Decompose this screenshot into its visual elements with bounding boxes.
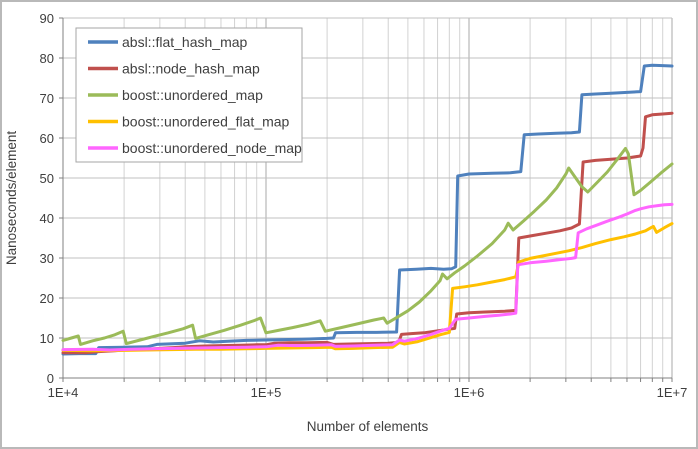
legend-item: absl::node_hash_map bbox=[88, 61, 260, 77]
y-tick-label: 60 bbox=[40, 131, 54, 146]
legend-item: boost::unordered_map bbox=[88, 87, 263, 103]
x-tick-label: 1E+4 bbox=[48, 385, 79, 400]
y-tick-label: 50 bbox=[40, 171, 54, 186]
y-tick-label: 70 bbox=[40, 91, 54, 106]
y-tick-label: 0 bbox=[47, 371, 54, 386]
series-line-absl-node-hash-map bbox=[61, 111, 674, 355]
x-tick-label: 1E+7 bbox=[657, 385, 688, 400]
x-tick-label: 1E+5 bbox=[251, 385, 282, 400]
y-tick-label: 30 bbox=[40, 251, 54, 266]
y-axis-title: Nanoseconds/element bbox=[4, 131, 19, 266]
legend-item: absl::flat_hash_map bbox=[88, 34, 248, 50]
legend-label: boost::unordered_node_map bbox=[122, 140, 302, 156]
y-tick-label: 10 bbox=[40, 331, 54, 346]
legend-item: boost::unordered_flat_map bbox=[88, 114, 290, 130]
legend: absl::flat_hash_mapabsl::node_hash_mapbo… bbox=[75, 27, 303, 163]
y-tick-label: 80 bbox=[40, 51, 54, 66]
y-tick-label: 20 bbox=[40, 291, 54, 306]
x-tick-label: 1E+6 bbox=[454, 385, 485, 400]
legend-label: boost::unordered_map bbox=[122, 87, 263, 103]
legend-label: boost::unordered_flat_map bbox=[122, 114, 290, 130]
legend-label: absl::node_hash_map bbox=[122, 61, 260, 77]
y-tick-label: 90 bbox=[40, 11, 54, 26]
series-line-boost-unordered-node-map bbox=[61, 202, 674, 352]
y-tick-label: 40 bbox=[40, 211, 54, 226]
series-line-boost-unordered-flat-map bbox=[61, 222, 674, 353]
series-line-boost-unordered-map bbox=[61, 146, 674, 346]
legend-label: absl::flat_hash_map bbox=[122, 34, 248, 50]
legend-item: boost::unordered_node_map bbox=[88, 140, 302, 156]
tick-labels: 0 10 20 30 40 50 60 70 80 90 1E+4 1E+5 1E+6 1E+7 bbox=[40, 11, 688, 400]
series-lines bbox=[61, 63, 674, 356]
axes bbox=[59, 17, 673, 382]
series-line-absl-flat-hash-map bbox=[61, 63, 674, 356]
x-axis-title: Number of elements bbox=[307, 419, 429, 434]
